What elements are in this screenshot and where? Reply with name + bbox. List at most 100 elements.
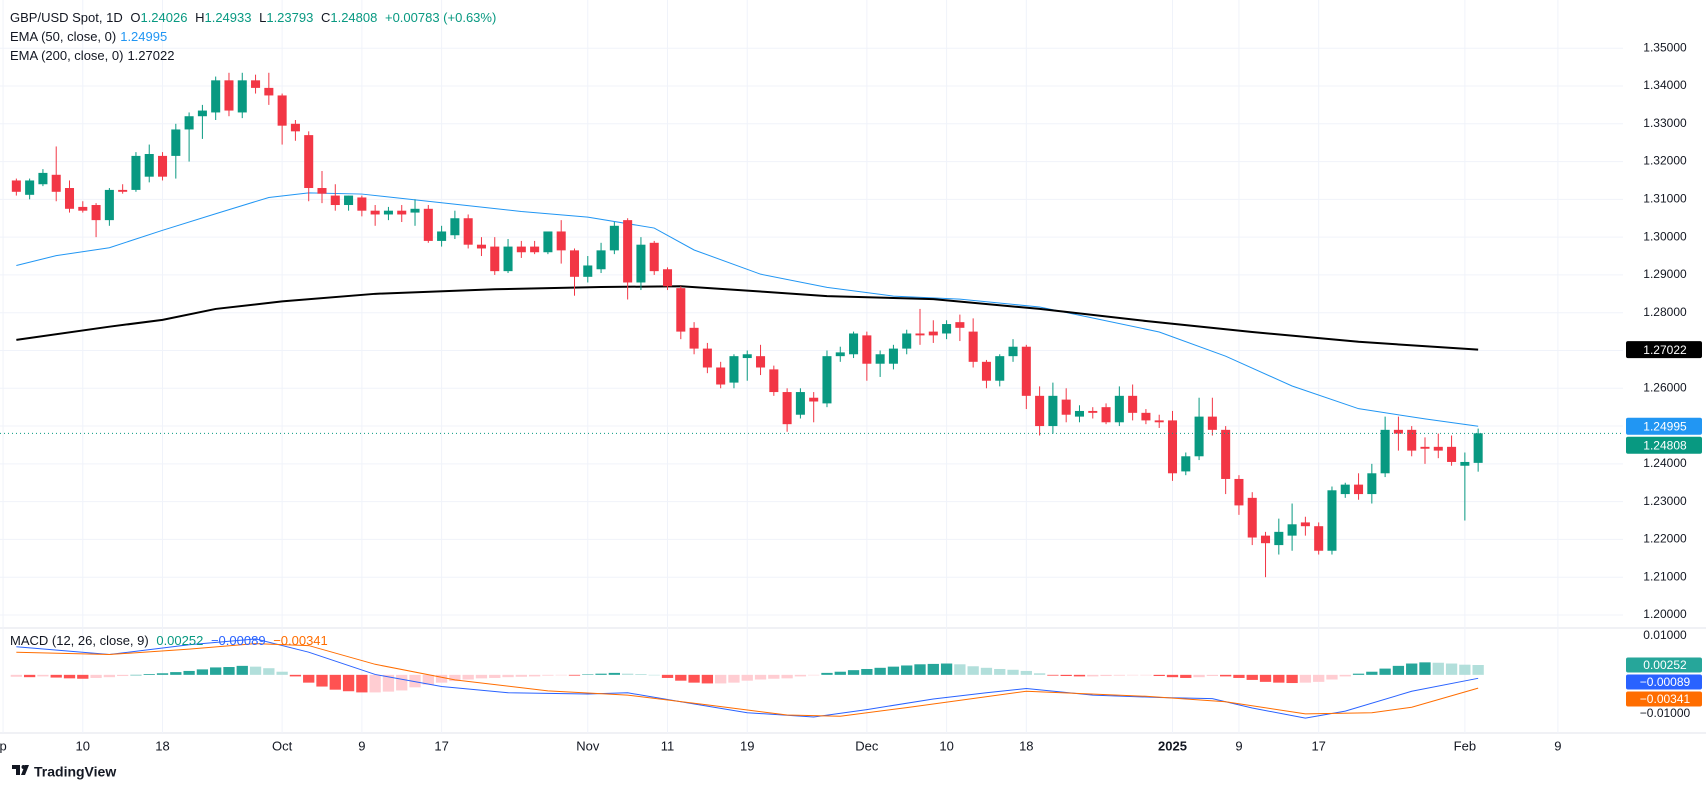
ema-name: EMA (200, close, 0) (10, 48, 124, 63)
ema-line (16, 192, 1479, 427)
candle-body (1433, 446, 1443, 451)
candle-body (1380, 429, 1390, 474)
candle-body (277, 95, 287, 126)
brand: TradingView (34, 764, 116, 780)
ema-value: 1.27022 (127, 48, 175, 63)
candle-body (1167, 420, 1178, 474)
histogram-bar (821, 672, 833, 675)
histogram-bar (1233, 674, 1245, 678)
logo-icon (12, 765, 29, 775)
candle-body (702, 348, 712, 368)
histogram-bar (608, 672, 621, 675)
histogram-bar (1339, 674, 1351, 677)
ema50-legend: EMA (50, close, 0) 1.24995 (10, 29, 171, 44)
candle-body (676, 288, 686, 332)
histogram-bar (1166, 674, 1179, 678)
candle-body (928, 331, 938, 336)
macd-line (16, 638, 1479, 719)
y-tick-label: 1.31000 (1643, 192, 1687, 206)
histogram-bar (1299, 674, 1312, 683)
candle-body (437, 231, 447, 241)
histogram-bar (369, 674, 381, 693)
candle-body (1300, 522, 1310, 527)
ema-name: EMA (50, close, 0) (10, 29, 117, 44)
ohlc-value: 1.24933 (204, 10, 252, 25)
histogram-bar (1113, 674, 1125, 676)
candle-body (556, 231, 566, 251)
histogram-bar (170, 672, 182, 675)
histogram-bar (515, 674, 527, 677)
histogram-bar (1193, 674, 1205, 678)
candle-body (1035, 395, 1045, 427)
candle-body (716, 367, 726, 385)
candle-body (1340, 484, 1350, 495)
histogram-bar (621, 673, 634, 675)
histogram-bar (1180, 674, 1192, 678)
y-tick-label: 1.26000 (1643, 380, 1687, 394)
histogram-bar (1060, 674, 1072, 677)
candle-body (849, 333, 859, 355)
y-tick-label: 1.34000 (1643, 78, 1687, 92)
histogram-bar (236, 665, 248, 675)
price-label-box (1626, 691, 1702, 707)
candle-body (1261, 535, 1271, 544)
histogram-bar (223, 667, 235, 675)
x-tick-label: Feb (1454, 738, 1476, 753)
candle-body (503, 246, 513, 272)
histogram-bar (462, 674, 474, 680)
candle-body (357, 197, 367, 211)
x-tick-label: 18 (155, 738, 169, 753)
candle-body (131, 155, 141, 190)
histogram-bar (1259, 674, 1272, 682)
histogram-bar (834, 671, 846, 675)
candle-body (1460, 461, 1470, 466)
candle-body (583, 265, 593, 277)
histogram-bar (980, 667, 993, 675)
y-tick-label: 1.24000 (1643, 456, 1687, 470)
candle-body (623, 220, 633, 283)
histogram-bar (103, 674, 116, 678)
histogram-bar (183, 670, 195, 675)
candle-body (91, 205, 101, 221)
histogram-bar (356, 674, 368, 693)
histogram-bar (794, 674, 807, 677)
histogram-bar (329, 674, 341, 690)
candle-body (490, 246, 500, 272)
histogram-bar (1313, 674, 1325, 682)
candle-body (968, 331, 978, 362)
candle-body (290, 123, 300, 132)
x-tick-label: 17 (1311, 738, 1325, 753)
histogram-bar (196, 669, 209, 675)
histogram-bar (914, 664, 926, 675)
histogram-bar (688, 674, 700, 683)
candle-body (1327, 490, 1337, 551)
histogram-bar (1047, 674, 1059, 676)
histogram-bar (263, 668, 275, 675)
histogram-bar (489, 674, 501, 678)
histogram-bar (661, 674, 674, 678)
candle-body (516, 246, 526, 253)
x-tick-label: 10 (76, 738, 90, 753)
candle-body (596, 250, 606, 270)
histogram-bar (1286, 674, 1298, 684)
histogram-bar (1206, 674, 1219, 677)
x-tick-label: 19 (740, 738, 754, 753)
x-tick-label: 11 (661, 738, 675, 753)
histogram-bar (568, 674, 581, 676)
price-label: 1.24995 (1643, 419, 1687, 433)
candle-body (1074, 410, 1084, 417)
candle-body (38, 172, 48, 185)
candle-body (251, 80, 261, 88)
candle-body (370, 210, 380, 215)
price-label: −0.00341 (1640, 692, 1691, 706)
histogram-bar (808, 674, 820, 676)
symbol-legend: GBP/USD Spot, 1D O1.24026 H1.24933 L1.23… (10, 10, 500, 25)
histogram-bar (1140, 674, 1152, 676)
macd-legend: MACD (12, 26, close, 9) 0.00252 −0.00089… (10, 633, 332, 648)
candle-body (729, 356, 739, 383)
histogram-bar (728, 674, 740, 683)
candle-body (11, 180, 21, 192)
y-tick-label: 1.35000 (1643, 40, 1687, 54)
histogram-bar (861, 668, 873, 675)
